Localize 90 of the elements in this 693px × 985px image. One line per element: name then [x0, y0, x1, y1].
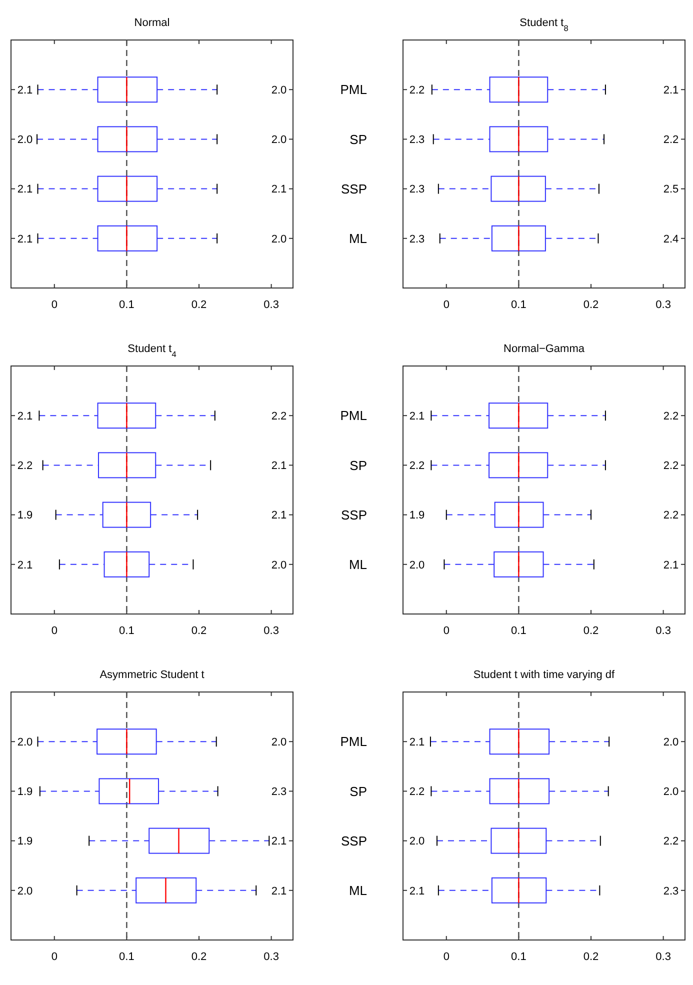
annotation: 2.2 [409, 460, 425, 472]
annotation: 2.3 [663, 885, 679, 898]
annotation: 2.2 [663, 460, 679, 472]
annotation: 2.4 [663, 233, 679, 246]
annotation: 2.0 [17, 885, 33, 898]
x-tick-label: 0.3 [264, 299, 279, 311]
annotation: 2.1 [17, 84, 33, 96]
annotation: 2.0 [409, 559, 425, 572]
x-tick-label: 0.1 [511, 299, 526, 311]
annotation: 2.1 [409, 410, 425, 422]
chart-title: Student t with time varying df [473, 669, 616, 681]
annotation: 2.0 [271, 84, 287, 96]
annotation: 2.0 [271, 736, 287, 748]
x-tick-label: 0 [51, 951, 58, 963]
y-tick-label: ML [348, 882, 367, 898]
annotation: 1.9 [17, 786, 33, 798]
chart-title: Normal [134, 17, 170, 29]
x-tick-label: 0.3 [656, 951, 671, 963]
chart-title: Asymmetric Student t [100, 669, 204, 681]
annotation: 2.2 [409, 84, 425, 96]
x-tick-label: 0.2 [191, 299, 207, 311]
annotation: 2.2 [663, 410, 679, 422]
annotation: 2.1 [271, 184, 287, 196]
annotation: 2.1 [271, 460, 287, 472]
annotation: 2.2 [663, 134, 679, 146]
annotation: 2.0 [271, 233, 287, 246]
y-tick-label: ML [348, 556, 367, 572]
annotation: 2.1 [271, 836, 287, 848]
chart-title: Student t$_{8}$ [520, 17, 569, 32]
y-tick-label: PML [340, 734, 367, 750]
x-tick-label: 0 [443, 299, 450, 311]
annotation: 2.2 [271, 410, 287, 422]
x-tick-label: 0 [443, 951, 450, 963]
y-tick-label: SSP [340, 833, 367, 848]
x-tick-label: 0.2 [583, 625, 599, 637]
annotation: 2.0 [663, 786, 679, 798]
chart-title: Student t$_{4}$ [128, 343, 177, 358]
annotation: 2.2 [663, 836, 679, 848]
annotation: 2.5 [663, 184, 679, 196]
annotation: 2.2 [17, 460, 33, 472]
x-tick-label: 0.3 [264, 951, 279, 963]
annotation: 2.0 [409, 836, 425, 848]
annotation: 2.1 [271, 885, 287, 898]
y-tick-label: PML [340, 408, 367, 424]
annotation: 2.0 [271, 134, 287, 146]
annotation: 2.0 [17, 134, 33, 146]
y-tick-label: SP [350, 784, 367, 799]
annotation: 2.0 [17, 736, 33, 748]
x-tick-label: 0.1 [119, 951, 134, 963]
y-tick-label: PML [340, 82, 367, 98]
y-tick-label: ML [348, 230, 367, 246]
annotation: 1.9 [17, 510, 33, 522]
annotation: 2.1 [409, 885, 425, 898]
annotation: 2.3 [271, 786, 287, 798]
x-tick-label: 0.2 [191, 625, 207, 637]
x-tick-label: 0.3 [656, 299, 671, 311]
annotation: 2.0 [663, 736, 679, 748]
x-tick-label: 0.2 [191, 951, 207, 963]
annotation: 2.1 [17, 410, 33, 422]
x-tick-label: 0 [51, 625, 58, 637]
annotation: 1.9 [17, 836, 33, 848]
chart-title: Normal−Gamma [504, 343, 586, 355]
annotation: 2.1 [17, 559, 33, 572]
annotation: 1.9 [409, 510, 425, 522]
x-tick-label: 0.1 [119, 299, 134, 311]
annotation: 2.2 [409, 786, 425, 798]
y-tick-label: SP [350, 458, 367, 473]
annotation: 2.1 [663, 559, 679, 572]
x-tick-label: 0.2 [583, 299, 599, 311]
annotation: 2.1 [271, 510, 287, 522]
y-tick-label: SSP [340, 507, 367, 522]
x-tick-label: 0.3 [264, 625, 279, 637]
annotation: 2.3 [409, 233, 425, 246]
y-tick-label: SP [350, 132, 367, 147]
x-tick-label: 0.2 [583, 951, 599, 963]
annotation: 2.0 [271, 559, 287, 572]
x-tick-label: 0.1 [511, 951, 526, 963]
annotation: 2.1 [17, 233, 33, 246]
annotation: 2.1 [409, 736, 425, 748]
annotation: 2.1 [17, 184, 33, 196]
x-tick-label: 0.1 [119, 625, 134, 637]
y-tick-label: SSP [340, 181, 367, 196]
annotation: 2.1 [663, 84, 679, 96]
x-tick-label: 0 [443, 625, 450, 637]
x-tick-label: 0.1 [511, 625, 526, 637]
annotation: 2.2 [663, 510, 679, 522]
x-tick-label: 0.3 [656, 625, 671, 637]
x-tick-label: 0 [51, 299, 58, 311]
annotation: 2.3 [409, 134, 425, 146]
annotation: 2.3 [409, 184, 425, 196]
